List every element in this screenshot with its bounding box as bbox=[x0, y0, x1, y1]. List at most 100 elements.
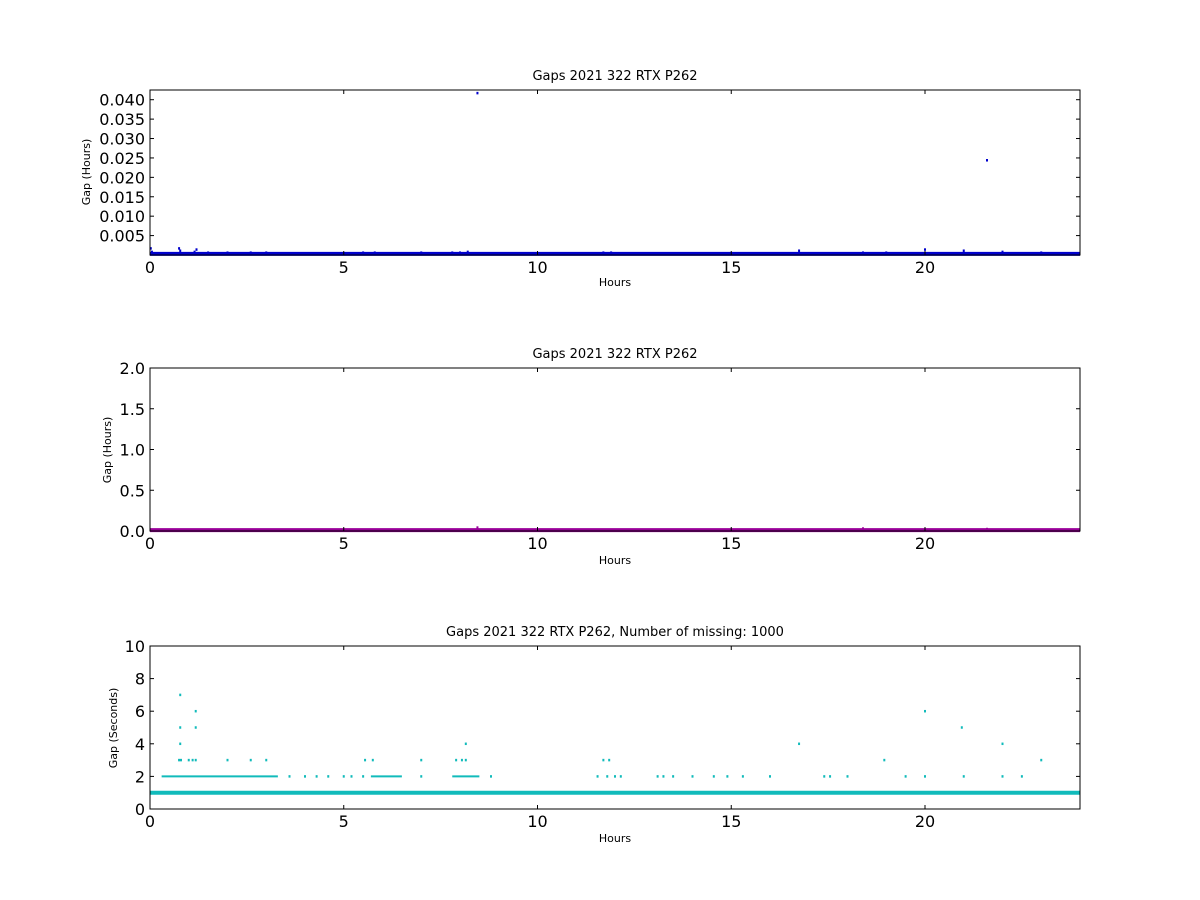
chart-3-point bbox=[315, 775, 318, 778]
chart-3-point bbox=[1020, 775, 1023, 778]
chart-panel-3: Gaps 2021 322 RTX P262, Number of missin… bbox=[107, 625, 1081, 845]
chart-3-ytick-label: 8 bbox=[135, 670, 145, 689]
chart-3-ytick-label: 4 bbox=[135, 735, 145, 754]
chart-1-point bbox=[862, 251, 864, 254]
chart-3-point bbox=[179, 726, 182, 729]
chart-1-xlabel: Hours bbox=[599, 276, 631, 289]
chart-3-point bbox=[350, 775, 353, 778]
chart-1-xtick-label: 20 bbox=[915, 258, 935, 277]
chart-3-point bbox=[960, 726, 963, 729]
chart-3-point bbox=[180, 758, 182, 762]
chart-1-ytick-label: 0.035 bbox=[99, 110, 145, 129]
chart-3-point bbox=[490, 775, 492, 778]
chart-3-point bbox=[924, 775, 926, 778]
chart-2-ytick-label: 0.0 bbox=[120, 522, 145, 541]
chart-1-point bbox=[249, 251, 252, 254]
chart-3-point bbox=[726, 775, 729, 778]
chart-3-point bbox=[249, 758, 252, 762]
chart-3-point bbox=[327, 775, 330, 778]
chart-3-point bbox=[191, 758, 194, 762]
chart-2-xtick-label: 20 bbox=[915, 534, 935, 553]
chart-3-point bbox=[798, 742, 801, 746]
chart-1-title: Gaps 2021 322 RTX P262 bbox=[532, 69, 697, 84]
chart-2-xtick-label: 10 bbox=[527, 534, 547, 553]
chart-1-point bbox=[207, 251, 210, 254]
chart-3-point bbox=[741, 775, 744, 778]
chart-1-axes-frame bbox=[149, 89, 1081, 256]
chart-3-title: Gaps 2021 322 RTX P262, Number of missin… bbox=[446, 625, 784, 640]
chart-panel-2: Gaps 2021 322 RTX P262 0 5 10 15 20 0.0 0.5 1.0… bbox=[101, 347, 1081, 567]
chart-1-point bbox=[451, 251, 454, 254]
chart-1-xtick-label: 5 bbox=[339, 258, 349, 277]
chart-3-point bbox=[829, 775, 832, 778]
chart-3-point bbox=[288, 775, 291, 778]
chart-3-ytick-label: 6 bbox=[135, 702, 145, 721]
chart-3-ytick-label: 0 bbox=[135, 800, 145, 819]
chart-1-xtick-label: 10 bbox=[527, 258, 547, 277]
chart-2-ylabel: Gap (Hours) bbox=[101, 417, 114, 484]
chart-1-point bbox=[373, 251, 376, 254]
chart-3-xtick-label: 15 bbox=[721, 812, 741, 831]
chart-3-ylabel: Gap (Seconds) bbox=[107, 688, 120, 769]
chart-1-point bbox=[466, 250, 469, 254]
chart-3-point bbox=[187, 758, 190, 762]
chart-3-point bbox=[823, 775, 826, 778]
chart-3-ytick-label: 2 bbox=[135, 767, 145, 786]
chart-1-point bbox=[265, 251, 268, 254]
chart-3-point bbox=[602, 758, 605, 762]
chart-1-point bbox=[924, 248, 926, 251]
chart-3-xtick-label: 10 bbox=[527, 812, 547, 831]
chart-3-point bbox=[460, 758, 463, 762]
chart-3-point bbox=[596, 775, 599, 778]
chart-1-ytick-label: 0.005 bbox=[99, 227, 145, 246]
chart-1-point bbox=[195, 248, 198, 251]
chart-3-point bbox=[1040, 758, 1043, 762]
chart-3-point bbox=[712, 775, 715, 778]
chart-1-ytick-label: 0.015 bbox=[99, 188, 145, 207]
chart-3-point bbox=[769, 775, 771, 778]
chart-3-xtick-label: 20 bbox=[915, 812, 935, 831]
chart-panel-1: Gaps 2021 322 RTX P262 0 5 10 15 200.0050.01… bbox=[80, 69, 1081, 289]
chart-3-point bbox=[364, 758, 367, 762]
chart-1-point bbox=[149, 247, 152, 250]
chart-2-point bbox=[986, 527, 988, 531]
chart-3-xtick-label: 5 bbox=[339, 812, 349, 831]
chart-3-point bbox=[226, 758, 229, 762]
chart-3-point bbox=[304, 775, 306, 778]
chart-3-point bbox=[962, 775, 965, 778]
chart-1-point bbox=[362, 251, 365, 254]
chart-1-ytick-label: 0.040 bbox=[99, 91, 145, 110]
chart-3-xtick-label: 0 bbox=[145, 812, 155, 831]
chart-2-ytick-label: 1.0 bbox=[120, 441, 145, 460]
chart-1-ytick-label: 0.030 bbox=[99, 130, 145, 149]
chart-1-point bbox=[610, 251, 613, 254]
chart-3-point bbox=[179, 693, 182, 697]
chart-1-ytick-label: 0.020 bbox=[99, 168, 145, 187]
chart-2-ytick-label: 2.0 bbox=[120, 359, 145, 378]
chart-3-point bbox=[656, 775, 659, 778]
chart-3-point bbox=[662, 775, 665, 778]
chart-3-point bbox=[691, 775, 694, 778]
chart-1-point bbox=[798, 249, 801, 252]
chart-3-point bbox=[614, 775, 616, 778]
chart-3-point bbox=[608, 758, 611, 762]
chart-2-xtick-label: 15 bbox=[721, 534, 741, 553]
chart-3-point bbox=[194, 709, 197, 713]
chart-3-point bbox=[362, 775, 365, 778]
chart-1-ylabel: Gap (Hours) bbox=[80, 139, 93, 206]
chart-3-point bbox=[883, 758, 886, 762]
chart-3-point bbox=[194, 726, 197, 729]
chart-3-point bbox=[179, 742, 182, 746]
chart-3-point bbox=[904, 775, 907, 778]
chart-3-point bbox=[619, 775, 622, 778]
chart-1-point bbox=[476, 91, 479, 95]
chart-3-point bbox=[464, 742, 467, 746]
chart-1-ytick-label: 0.025 bbox=[99, 149, 145, 168]
chart-3-point bbox=[1001, 742, 1004, 746]
chart-3-point bbox=[1001, 775, 1004, 778]
chart-3-point bbox=[420, 775, 423, 778]
chart-3-point bbox=[455, 758, 458, 762]
chart-2-ytick-label: 1.5 bbox=[120, 400, 145, 419]
